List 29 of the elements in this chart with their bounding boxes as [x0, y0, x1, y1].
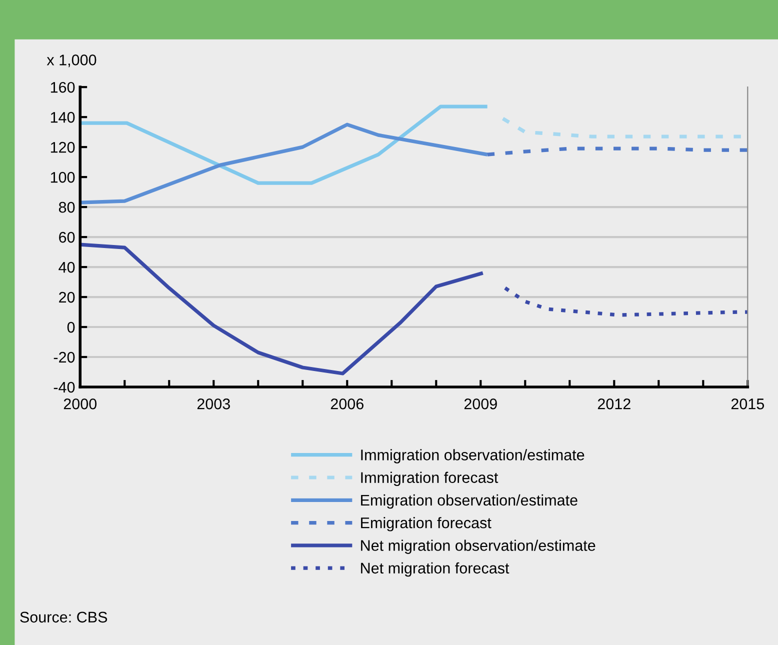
legend-label: Net migration observation/estimate: [361, 540, 596, 554]
y-tick-label: 20: [59, 292, 75, 303]
y-tick-label: 160: [50, 82, 75, 93]
y-tick-label: 40: [58, 262, 75, 273]
line-series: [80, 242, 485, 376]
legend-label: Emigration forecast: [361, 517, 492, 532]
x-tick-label: 2015: [731, 398, 764, 410]
x-tick-label: 2009: [464, 398, 497, 410]
y-tick-label: -40: [54, 382, 75, 393]
x-tick-label: 2012: [598, 398, 630, 410]
y-axis-title: x 1,000: [46, 54, 96, 68]
legend-label: Immigration observation/estimate: [361, 449, 584, 464]
y-tick-label: 0: [67, 322, 75, 333]
y-tick-label: 140: [50, 112, 75, 123]
y-tick-label: 120: [50, 142, 75, 153]
legend-label: Emigration observation/estimate: [361, 494, 578, 509]
y-tick-label: 60: [59, 232, 75, 243]
line-series: [503, 286, 748, 317]
y-tick-label: -20: [54, 352, 75, 363]
x-tick-label: 2003: [197, 398, 230, 410]
legend-label: Immigration forecast: [361, 472, 498, 486]
y-tick-label: 80: [58, 202, 75, 213]
x-tick-label: 2000: [64, 398, 97, 410]
line-series: [80, 104, 490, 185]
x-tick-label: 2006: [330, 398, 364, 410]
source-note: Source: CBS: [20, 612, 108, 623]
legend-label: Net migration forecast: [361, 562, 510, 577]
y-tick-label: 100: [50, 172, 75, 183]
line-series: [80, 122, 490, 204]
